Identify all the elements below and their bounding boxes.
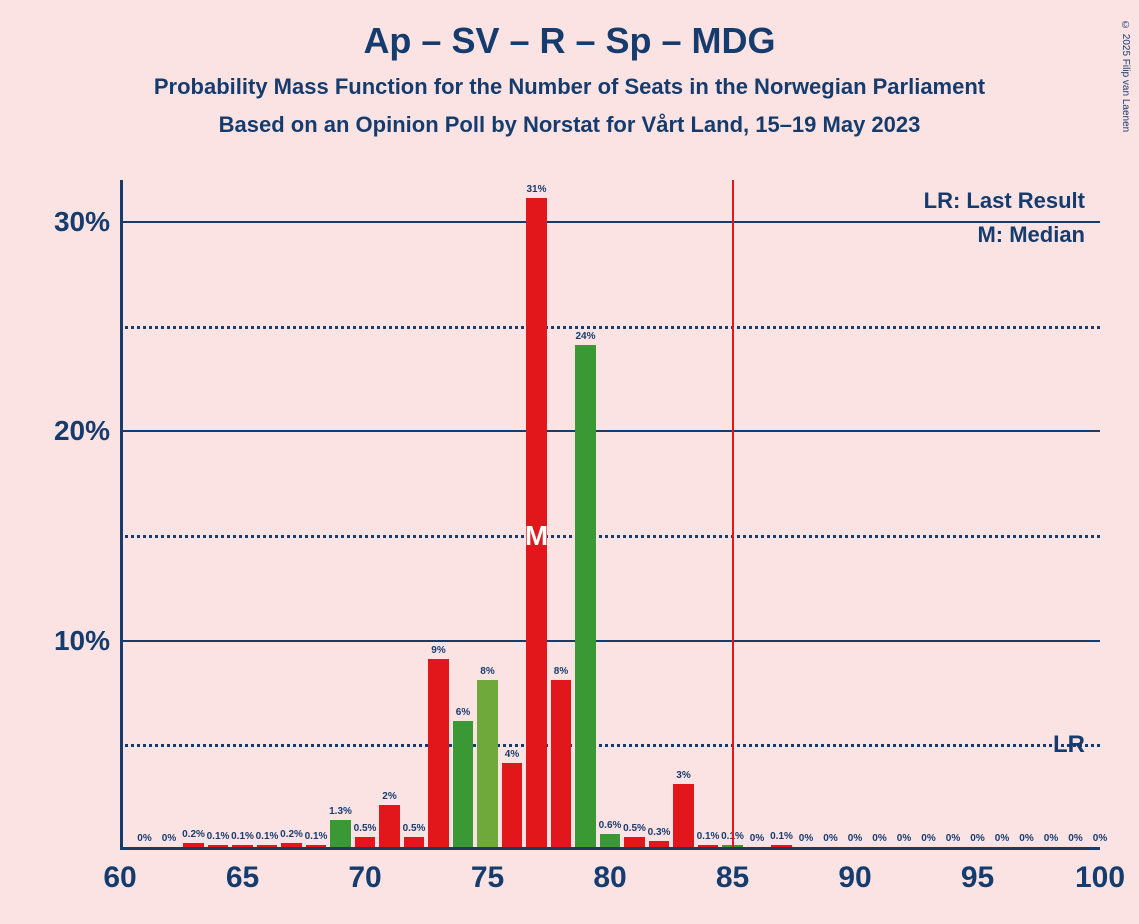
pmf-bar: [624, 837, 645, 847]
bar-value-label: 31%: [526, 184, 546, 195]
bar-value-label: 0.1%: [697, 831, 720, 842]
grid-minor: [120, 535, 1100, 538]
bar-value-label: 0%: [823, 833, 837, 844]
legend-lr: LR: Last Result: [924, 188, 1085, 214]
bar-value-label: 0%: [799, 833, 813, 844]
bar-value-label: 0.1%: [305, 831, 328, 842]
bar-value-label: 0%: [872, 833, 886, 844]
copyright-text: © 2025 Filip van Laenen: [1120, 20, 1131, 132]
grid-major: [120, 430, 1100, 432]
bar-value-label: 0.1%: [231, 831, 254, 842]
grid-major: [120, 221, 1100, 223]
bar-value-label: 24%: [575, 331, 595, 342]
chart-plot-area: 10%20%30%60657075808590951000%0%0.2%0.1%…: [120, 180, 1100, 850]
x-tick-label: 95: [961, 861, 994, 895]
x-tick-label: 75: [471, 861, 504, 895]
pmf-bar: [428, 659, 449, 847]
pmf-bar: [673, 784, 694, 847]
legend-median: M: Median: [977, 222, 1085, 248]
bar-value-label: 0%: [137, 833, 151, 844]
bar-value-label: 4%: [505, 749, 519, 760]
pmf-bar: [404, 837, 425, 847]
bar-value-label: 0%: [1044, 833, 1058, 844]
chart-title: Ap – SV – R – Sp – MDG: [0, 0, 1139, 62]
pmf-bar: [355, 837, 376, 847]
last-result-line: [732, 180, 734, 850]
bar-value-label: 0.1%: [256, 831, 279, 842]
bar-value-label: 0%: [970, 833, 984, 844]
bar-value-label: 0.5%: [403, 823, 426, 834]
bar-value-label: 0%: [1019, 833, 1033, 844]
bar-value-label: 0.2%: [182, 829, 205, 840]
x-tick-label: 90: [838, 861, 871, 895]
x-tick-label: 70: [348, 861, 381, 895]
pmf-bar: [477, 680, 498, 848]
bar-value-label: 0.1%: [207, 831, 230, 842]
pmf-bar: [575, 345, 596, 848]
x-tick-label: 100: [1075, 861, 1125, 895]
pmf-bar: [379, 805, 400, 847]
pmf-bar: [551, 680, 572, 848]
grid-minor: [120, 326, 1100, 329]
pmf-bar: [330, 820, 351, 847]
bar-value-label: 8%: [480, 666, 494, 677]
bar-value-label: 0.5%: [623, 823, 646, 834]
median-marker: M: [525, 520, 548, 552]
bar-value-label: 0%: [897, 833, 911, 844]
bar-value-label: 0.5%: [354, 823, 377, 834]
bar-value-label: 0.1%: [770, 831, 793, 842]
bar-value-label: 0.2%: [280, 829, 303, 840]
bar-value-label: 9%: [431, 645, 445, 656]
chart-subtitle-2: Based on an Opinion Poll by Norstat for …: [0, 100, 1139, 138]
pmf-bar: [600, 834, 621, 847]
bar-value-label: 3%: [676, 770, 690, 781]
bar-value-label: 0%: [162, 833, 176, 844]
bar-value-label: 0%: [1068, 833, 1082, 844]
bar-value-label: 0%: [946, 833, 960, 844]
x-axis: [120, 847, 1100, 850]
x-tick-label: 85: [716, 861, 749, 895]
bar-value-label: 0%: [995, 833, 1009, 844]
lr-label: LR: [1053, 731, 1085, 759]
y-tick-label: 30%: [54, 206, 110, 238]
bar-value-label: 0%: [921, 833, 935, 844]
bar-value-label: 2%: [382, 791, 396, 802]
bar-value-label: 0%: [1093, 833, 1107, 844]
bar-value-label: 0.3%: [648, 827, 671, 838]
x-tick-label: 65: [226, 861, 259, 895]
bar-value-label: 0%: [750, 833, 764, 844]
y-axis: [120, 180, 123, 850]
grid-minor: [120, 744, 1100, 747]
grid-major: [120, 640, 1100, 642]
y-tick-label: 10%: [54, 625, 110, 657]
y-tick-label: 20%: [54, 415, 110, 447]
bar-value-label: 8%: [554, 666, 568, 677]
x-tick-label: 60: [103, 861, 136, 895]
chart-subtitle-1: Probability Mass Function for the Number…: [0, 62, 1139, 100]
bar-value-label: 0.6%: [599, 820, 622, 831]
pmf-bar: [453, 721, 474, 847]
x-tick-label: 80: [593, 861, 626, 895]
bar-value-label: 1.3%: [329, 806, 352, 817]
bar-value-label: 6%: [456, 707, 470, 718]
pmf-bar: [502, 763, 523, 847]
bar-value-label: 0%: [848, 833, 862, 844]
